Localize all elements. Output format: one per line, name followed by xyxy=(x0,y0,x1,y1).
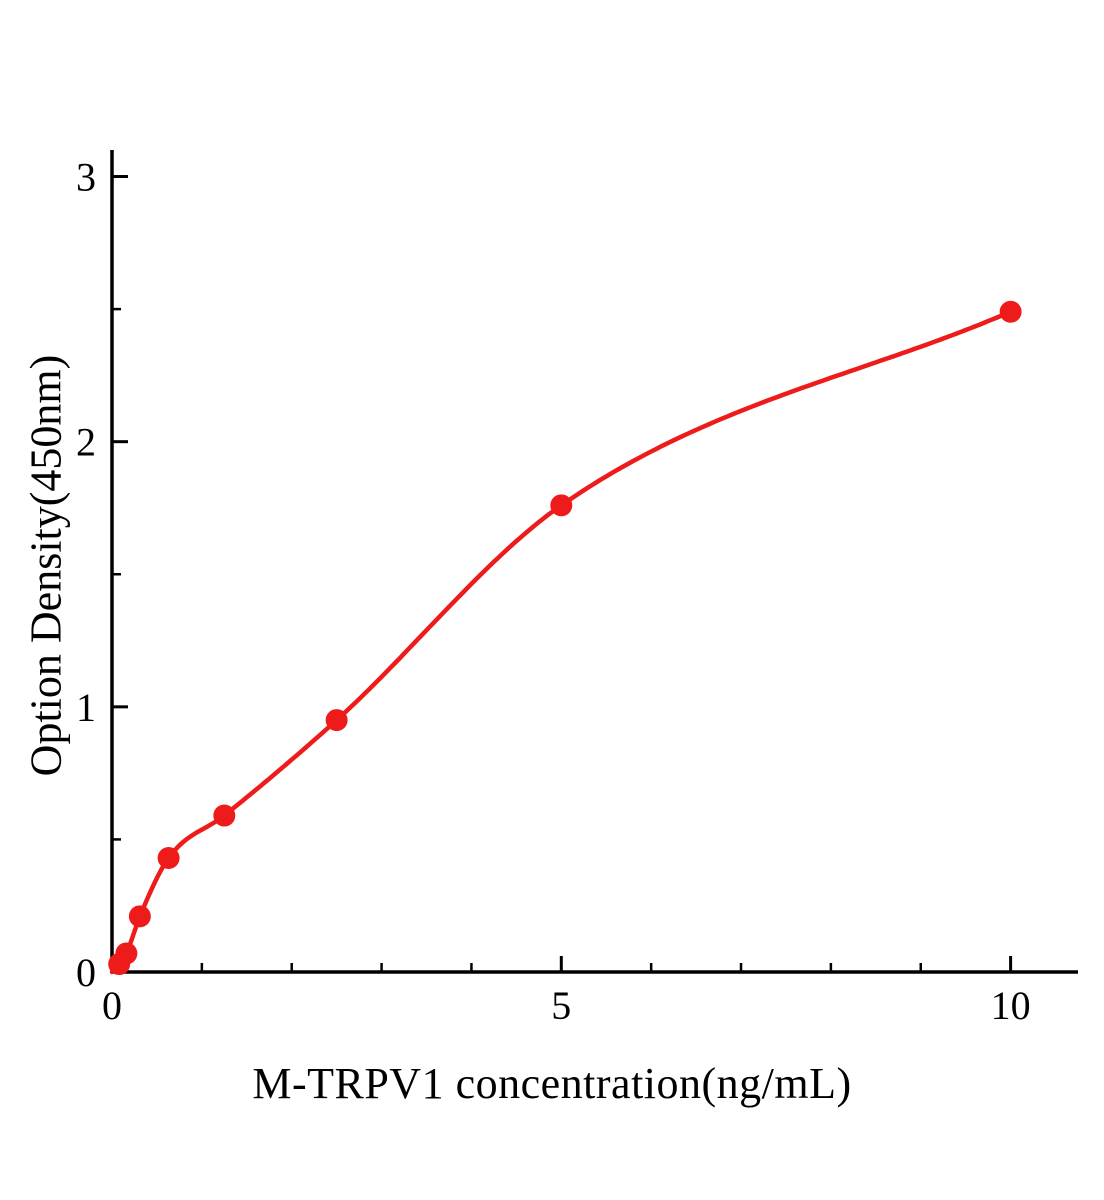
fit-curve xyxy=(109,309,1013,975)
x-tick-label: 10 xyxy=(991,983,1031,1028)
data-point xyxy=(325,709,348,732)
data-point xyxy=(115,942,138,965)
y-tick-label: 3 xyxy=(76,155,96,200)
data-point xyxy=(157,846,180,869)
y-axis-title: Option Density(450nm) xyxy=(21,354,71,777)
data-point xyxy=(550,494,573,517)
y-tick-label: 1 xyxy=(76,685,96,730)
y-tick-label: 0 xyxy=(76,950,96,995)
data-point xyxy=(128,905,151,928)
y-tick-label: 2 xyxy=(76,420,96,465)
x-tick-label: 5 xyxy=(551,983,571,1028)
data-point xyxy=(213,804,236,827)
x-tick-label: 0 xyxy=(102,983,122,1028)
x-axis-title: M-TRPV1 concentration(ng/mL) xyxy=(252,1059,852,1108)
data-point xyxy=(999,300,1022,323)
